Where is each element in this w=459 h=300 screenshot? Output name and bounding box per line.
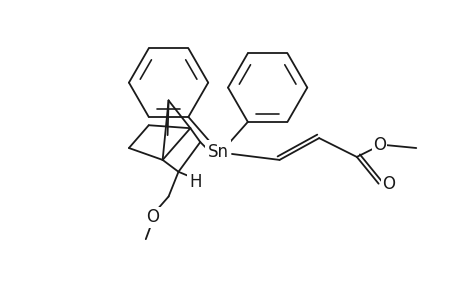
Text: O: O <box>372 136 385 154</box>
Text: O: O <box>146 208 159 226</box>
Text: O: O <box>381 175 394 193</box>
Text: Sn: Sn <box>207 143 228 161</box>
Text: H: H <box>189 173 201 191</box>
